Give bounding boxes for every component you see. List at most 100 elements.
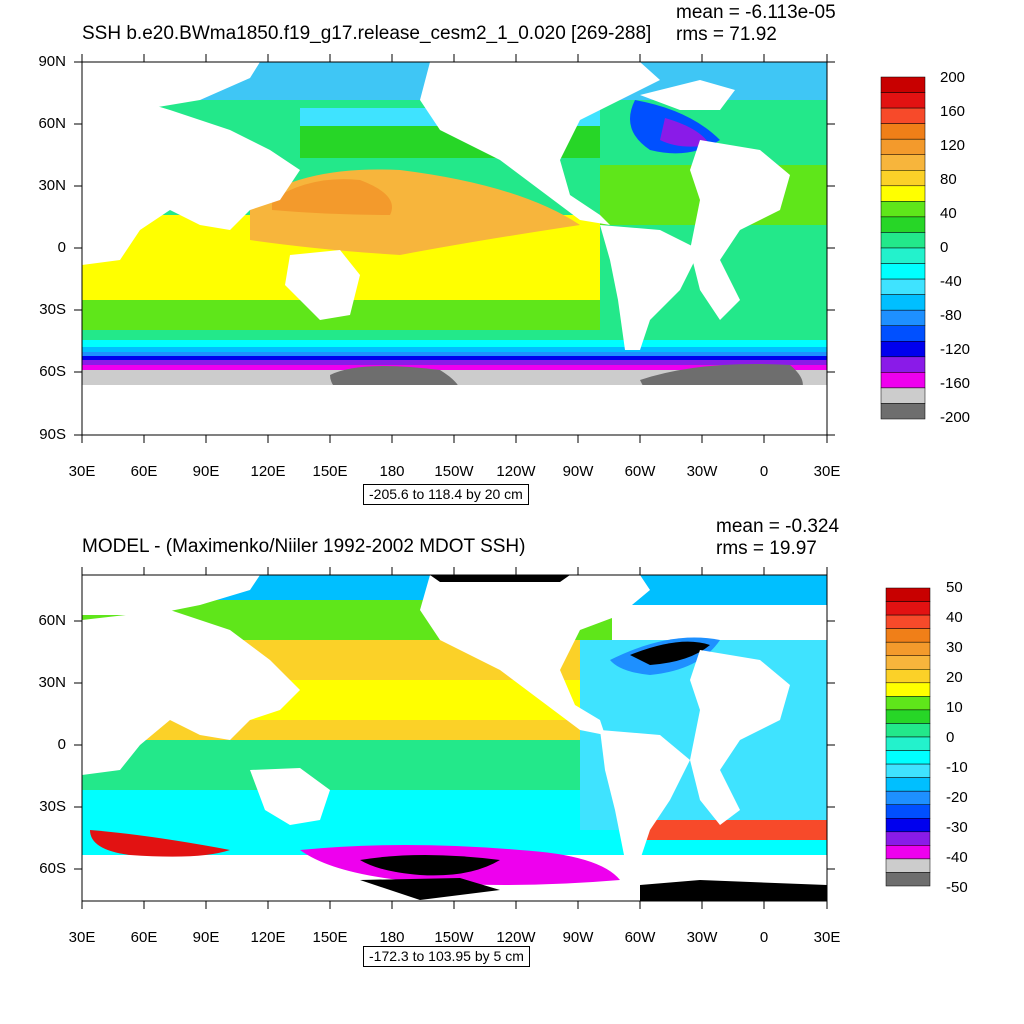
top-lon-label: 150W	[434, 463, 474, 480]
top-lon-label: 60E	[130, 463, 158, 480]
top-lon-label: 90W	[562, 463, 594, 480]
top-colorbar-label: 160	[940, 103, 966, 120]
top-colorbar-label: -200	[940, 409, 971, 426]
top-lon-label: 120E	[250, 463, 286, 480]
colorbar-swatch	[885, 750, 931, 765]
colorbar-swatch	[885, 709, 931, 724]
colorbar-swatch	[885, 601, 931, 616]
bottom-map-ticks	[74, 567, 835, 909]
colorbar-swatch	[880, 341, 926, 358]
top-lat-label: 60N	[38, 115, 66, 132]
bottom-map-field	[82, 575, 827, 901]
top-lat-label: 60S	[39, 363, 66, 380]
bottom-lon-label: 30E	[813, 929, 841, 946]
bottom-lon-label: 150E	[312, 929, 348, 946]
bottom-lon-label: 0	[759, 929, 769, 946]
bottom-lon-label: 90W	[562, 929, 594, 946]
colorbar-swatch	[885, 777, 931, 792]
colorbar-swatch	[880, 294, 926, 311]
bottom-lat-label: 60N	[38, 612, 66, 629]
colorbar-swatch	[885, 682, 931, 697]
bottom-lon-label: 180	[379, 929, 405, 946]
colorbar-swatch	[880, 372, 926, 389]
bottom-colorbar	[885, 587, 931, 887]
colorbar-swatch	[885, 872, 931, 887]
bottom-panel-rms: rms = 19.97	[716, 538, 817, 559]
colorbar-swatch	[880, 107, 926, 124]
bottom-lat-label: 0	[57, 736, 66, 753]
colorbar-swatch	[880, 76, 926, 93]
bottom-colorbar-label: -40	[946, 849, 968, 866]
colorbar-swatch	[885, 804, 931, 819]
top-lat-label: 0	[57, 239, 66, 256]
top-lat-label: 90N	[38, 53, 66, 70]
colorbar-swatch	[880, 154, 926, 171]
colorbar-swatch	[885, 614, 931, 629]
colorbar-swatch	[885, 736, 931, 751]
colorbar-swatch	[880, 403, 926, 420]
top-lat-label: 30N	[38, 177, 66, 194]
colorbar-swatch	[885, 845, 931, 860]
bottom-lon-label: 30W	[686, 929, 718, 946]
colorbar-swatch	[885, 587, 931, 602]
bottom-lat-label: 30S	[39, 798, 66, 815]
colorbar-swatch	[885, 763, 931, 778]
bottom-colorbar-label: 20	[946, 669, 963, 686]
colorbar-swatch	[885, 790, 931, 805]
top-lon-label: 180	[379, 463, 405, 480]
bottom-colorbar-label: 0	[946, 729, 955, 746]
colorbar-swatch	[885, 723, 931, 738]
colorbar-swatch	[880, 185, 926, 202]
bottom-colorbar-label: -30	[946, 819, 968, 836]
top-panel-rms: rms = 71.92	[676, 24, 777, 45]
colorbar-swatch	[880, 92, 926, 109]
colorbar-swatch	[880, 123, 926, 140]
top-lon-label: 60W	[624, 463, 656, 480]
top-lon-label: 30E	[68, 463, 96, 480]
colorbar-swatch	[885, 641, 931, 656]
top-colorbar-label: -160	[940, 375, 971, 392]
top-lon-label: 120W	[496, 463, 536, 480]
bottom-lon-label: 120E	[250, 929, 286, 946]
top-panel-title: SSH b.e20.BWma1850.f19_g17.release_cesm2…	[82, 23, 652, 44]
bottom-colorbar-label: -10	[946, 759, 968, 776]
bottom-panel-mean: mean = -0.324	[716, 516, 840, 537]
colorbar-swatch	[880, 170, 926, 187]
colorbar-swatch	[880, 387, 926, 404]
bottom-contour-range: -172.3 to 103.95 by 5 cm	[363, 946, 530, 968]
top-lon-label: 150E	[312, 463, 348, 480]
bottom-colorbar-label: -50	[946, 879, 968, 896]
colorbar-swatch	[880, 247, 926, 264]
top-map-field	[82, 62, 827, 435]
bottom-lat-label: 60S	[39, 860, 66, 877]
bottom-colorbar-label: 10	[946, 699, 963, 716]
colorbar-swatch	[885, 669, 931, 684]
colorbar-swatch	[880, 325, 926, 342]
top-lon-label: 30E	[813, 463, 841, 480]
top-lat-label: 30S	[39, 301, 66, 318]
colorbar-swatch	[880, 263, 926, 280]
bottom-lat-label: 30N	[38, 674, 66, 691]
top-colorbar	[880, 76, 926, 420]
colorbar-swatch	[880, 216, 926, 233]
colorbar-swatch	[885, 628, 931, 643]
top-lon-label: 90E	[192, 463, 220, 480]
colorbar-swatch	[885, 818, 931, 833]
colorbar-swatch	[880, 232, 926, 249]
top-map-ticks	[74, 54, 835, 443]
colorbar-swatch	[880, 356, 926, 373]
top-colorbar-label: 0	[940, 239, 949, 256]
colorbar-swatch	[880, 309, 926, 326]
colorbar-swatch	[885, 831, 931, 846]
colorbar-swatch	[880, 278, 926, 295]
top-lon-label: 0	[759, 463, 769, 480]
top-lat-label: 90S	[39, 426, 66, 443]
bottom-lon-label: 120W	[496, 929, 536, 946]
bottom-lon-label: 60W	[624, 929, 656, 946]
colorbar-swatch	[880, 138, 926, 155]
top-colorbar-label: 120	[940, 137, 966, 154]
bottom-lon-label: 150W	[434, 929, 474, 946]
top-contour-range: -205.6 to 118.4 by 20 cm	[363, 484, 529, 506]
top-colorbar-label: -40	[940, 273, 962, 290]
